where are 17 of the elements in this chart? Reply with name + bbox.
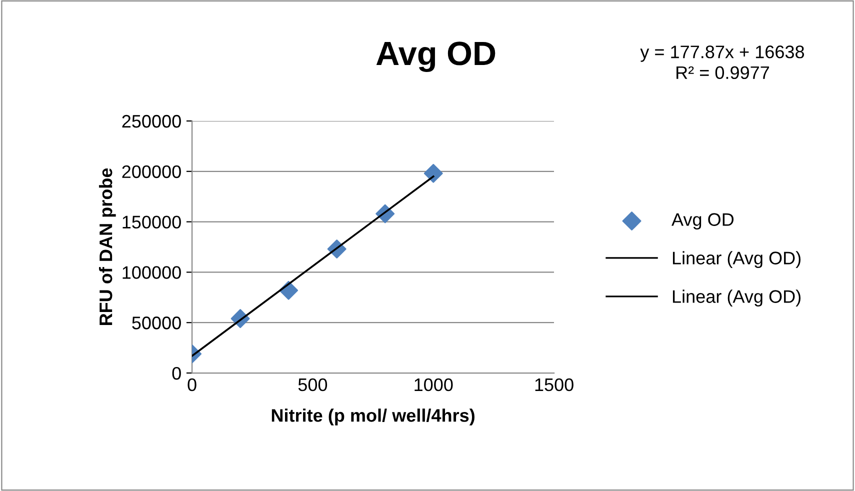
legend-label: Linear (Avg OD) — [672, 290, 800, 307]
x-tick-label: 1000 — [414, 378, 453, 392]
legend-label: Linear (Avg OD) — [672, 251, 800, 268]
y-tick-label: 150000 — [122, 216, 181, 229]
legend-label: Avg OD — [672, 213, 734, 230]
x-axis-title: Nitrite (p mol/ well/4hrs) — [272, 408, 474, 426]
y-tick-label: 100000 — [122, 266, 181, 279]
x-tick-label: 0 — [188, 378, 196, 392]
chart-title: Avg OD — [376, 42, 496, 72]
y-axis-title: RFU of DAN probe — [98, 168, 116, 326]
x-tick-label: 1500 — [535, 378, 574, 392]
y-tick-label: 200000 — [122, 165, 181, 178]
x-tick-label: 500 — [298, 378, 328, 392]
y-tick-label: 50000 — [132, 316, 181, 330]
y-tick-label: 250000 — [122, 114, 181, 128]
y-tick-label: 0 — [172, 366, 181, 380]
text: y = 177.87x + 16638 R² = 0.9977 — [640, 46, 804, 80]
